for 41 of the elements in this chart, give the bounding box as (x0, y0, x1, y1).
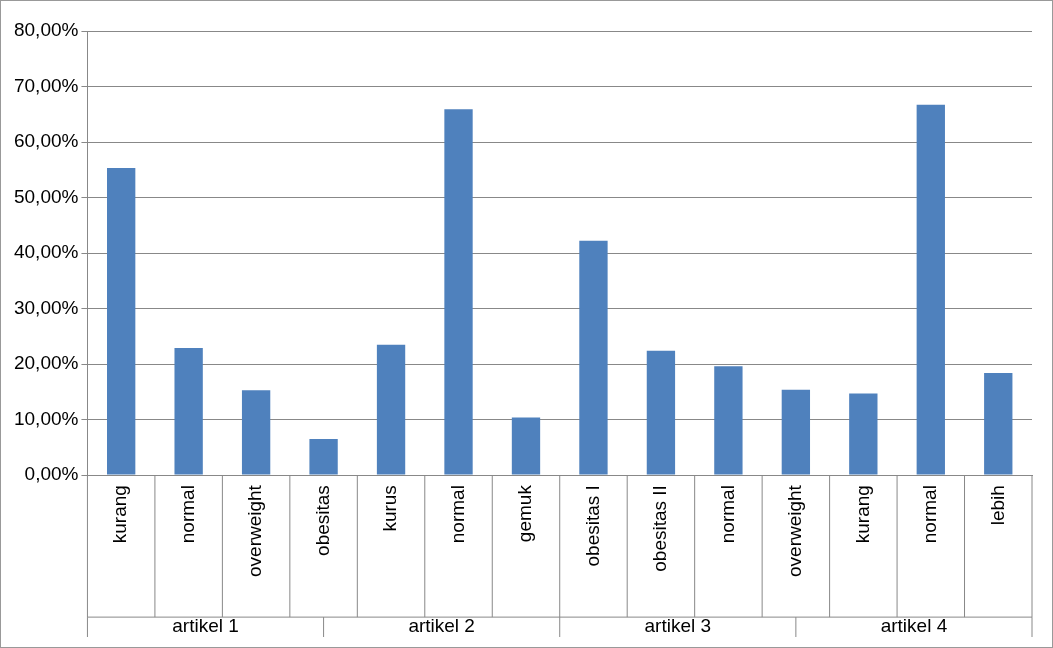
x-tick-label: overweight (784, 484, 806, 578)
bar (916, 104, 945, 475)
y-tick-label: 20,00% (13, 352, 79, 374)
bar (511, 417, 541, 475)
x-tick-label: obesitas II (649, 485, 671, 572)
x-tick-label: overweight (244, 484, 266, 578)
x-tick-label: obesitas I (581, 485, 603, 567)
bar (849, 393, 878, 475)
y-tick-label: 60,00% (13, 130, 79, 152)
bar (781, 389, 811, 475)
text: artikel 2 (408, 615, 475, 637)
text: artikel 1 (172, 615, 239, 637)
x-tick-label: normal (446, 485, 468, 544)
bar (241, 390, 271, 475)
bar (444, 109, 473, 475)
text: artikel 3 (644, 615, 712, 637)
x-tick-label: obesitas (311, 485, 333, 556)
bar (646, 350, 676, 475)
x-tick-label: normal (176, 485, 198, 544)
bar (107, 168, 136, 475)
bar (309, 439, 338, 475)
y-tick-label: 50,00% (13, 185, 79, 207)
y-tick-label: 0,00% (24, 463, 79, 485)
x-tick-label: kurang (851, 485, 873, 544)
y-tick-label: 30,00% (13, 296, 79, 318)
y-tick-label: 70,00% (13, 74, 79, 96)
bar (579, 240, 608, 475)
x-tick-label: normal (716, 485, 738, 544)
bar (376, 344, 406, 475)
bar (714, 366, 743, 475)
x-tick-label: lebih (986, 485, 1008, 526)
bar (174, 347, 203, 475)
x-tick-label: normal (919, 485, 941, 544)
text: artikel 4 (880, 615, 948, 637)
x-tick-label: kurang (109, 485, 131, 544)
y-tick-label: 80,00% (13, 19, 79, 41)
y-tick-label: 10,00% (13, 407, 79, 429)
y-tick-label: 40,00% (13, 241, 79, 263)
bar (984, 372, 1013, 475)
x-tick-label: kurus (379, 485, 401, 532)
x-tick-label: gemuk (514, 484, 536, 543)
